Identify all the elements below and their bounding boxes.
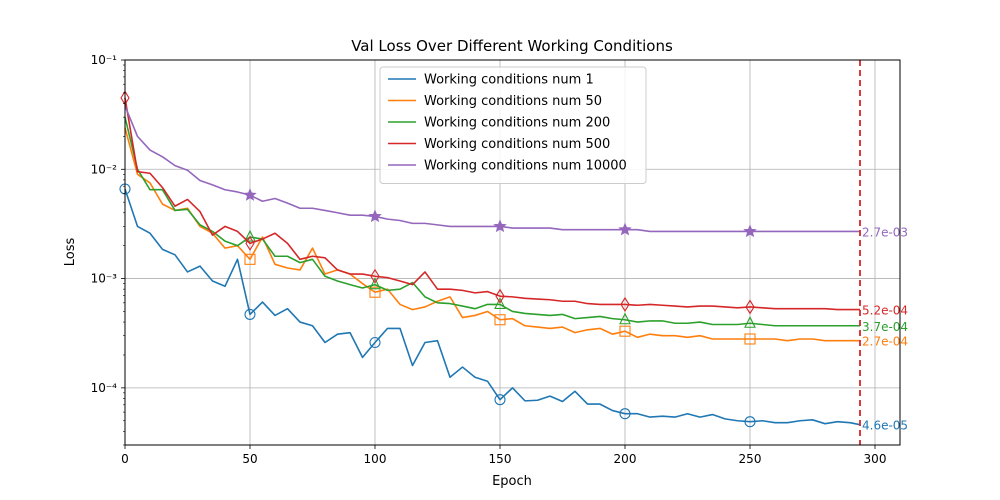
series-line: [124, 116, 860, 327]
chart-title: Val Loss Over Different Working Conditio…: [351, 37, 673, 55]
series-5: [124, 105, 860, 238]
series-lines: [119, 90, 861, 428]
series-marker: [243, 188, 257, 201]
series-marker: [744, 416, 756, 428]
y-tick-label: 10⁻³: [91, 272, 118, 286]
series-marker: [745, 299, 755, 315]
x-axis-ticks: 0 50 100 150 200 250 300: [121, 445, 886, 466]
series-line: [124, 188, 861, 426]
y-tick-label: 10⁻⁴: [91, 381, 118, 395]
legend-label: Working conditions num 50: [424, 94, 602, 109]
series-marker: [494, 394, 506, 406]
series-marker: [245, 235, 255, 251]
final-value-label: 3.7e-04: [862, 320, 908, 334]
series-marker: [370, 268, 380, 284]
series-line: [124, 97, 860, 311]
series-marker: [494, 314, 506, 326]
series-marker: [368, 209, 382, 223]
y-axis-ticks: 10⁻⁴ 10⁻³ 10⁻² 10⁻¹: [91, 53, 125, 446]
x-axis-label: Epoch: [492, 474, 532, 489]
series-3: [124, 116, 860, 328]
series-marker: [244, 229, 256, 242]
series-marker: [369, 277, 381, 290]
series-line: [124, 127, 860, 342]
x-tick-label: 300: [864, 452, 887, 466]
series-1: [119, 183, 861, 428]
series-marker: [494, 297, 506, 309]
series-marker: [244, 308, 256, 320]
x-tick-label: 250: [739, 452, 762, 466]
series-marker: [619, 325, 631, 337]
series-marker: [618, 222, 632, 236]
series-marker: [744, 316, 756, 328]
legend-box: [379, 66, 647, 184]
legend: Working conditions num 1 Working conditio…: [379, 66, 647, 184]
y-axis-label: Loss: [63, 238, 78, 267]
series-marker: [619, 408, 631, 420]
x-tick-label: 200: [614, 452, 637, 466]
series-marker: [619, 312, 631, 325]
final-value-label: 4.6e-05: [862, 419, 908, 433]
legend-label: Working conditions num 200: [424, 116, 610, 131]
y-tick-label: 10⁻¹: [91, 53, 118, 67]
series-marker: [743, 224, 757, 238]
series-4: [120, 90, 860, 315]
plot-area-frame: [124, 59, 901, 446]
series-marker: [244, 253, 256, 265]
series-marker: [369, 336, 381, 349]
final-value-label: 2.7e-03: [862, 225, 908, 239]
series-2: [124, 127, 860, 345]
x-tick-label: 50: [242, 452, 257, 466]
y-tick-label: 10⁻²: [91, 162, 118, 176]
legend-label: Working conditions num 10000: [424, 159, 627, 174]
x-tick-label: 0: [121, 452, 129, 466]
series-marker: [493, 219, 507, 233]
final-value-label: 2.7e-04: [862, 335, 908, 349]
series-marker: [620, 296, 630, 312]
series-marker: [495, 288, 505, 304]
final-value-labels: 4.6e-05 2.7e-043.7e-04 5.2e-04 2.7e-03: [862, 225, 908, 432]
legend-label: Working conditions num 1: [424, 73, 594, 88]
legend-label: Working conditions num 500: [424, 137, 610, 152]
series-marker: [744, 333, 756, 345]
x-tick-label: 150: [489, 452, 512, 466]
final-value-label: 5.2e-04: [862, 304, 908, 318]
x-tick-label: 100: [364, 452, 387, 466]
series-marker: [369, 286, 381, 298]
